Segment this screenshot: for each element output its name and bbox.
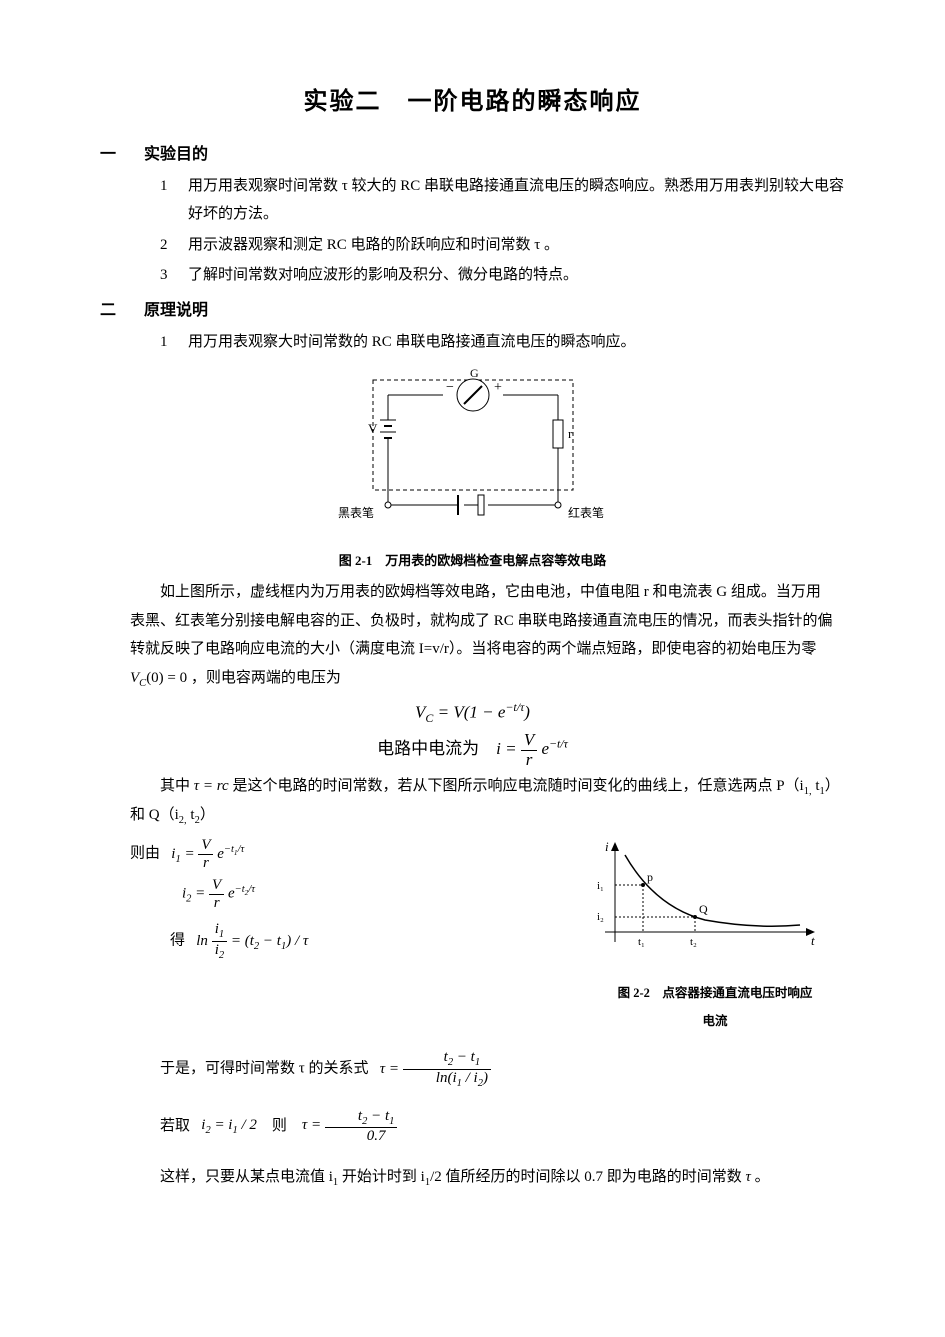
section-1-list: 1 用万用表观察时间常数 τ 较大的 RC 串联电路接通直流电压的瞬态响应。熟悉…	[100, 172, 845, 290]
figure-2-1: G − + V r 黑表笔 红表笔 图 2-1 万用表的欧姆档检查电解点容等效电…	[100, 365, 845, 574]
paragraph: 这样，只要从某点电流值 i1 开始计时到 i1/2 值所经历的时间除以 0.7 …	[100, 1163, 845, 1193]
eq-i-label: 电路中电流为	[377, 739, 479, 758]
black-probe-label: 黑表笔	[338, 505, 374, 520]
two-col-region: 则由 i1 = Vr e−t1/τ i2 = Vr e−t2/τ 得 ln i1…	[100, 837, 845, 1033]
equations-column: 则由 i1 = Vr e−t1/τ i2 = Vr e−t2/τ 得 ln i1…	[100, 837, 565, 1033]
section-2-num: 二	[100, 296, 140, 326]
item-text: 用万用表观察大时间常数的 RC 串联电路接通直流电压的瞬态响应。	[188, 328, 845, 357]
red-probe-label: 红表笔	[568, 505, 604, 520]
axis-i-label: i	[605, 839, 609, 854]
equation-i1: 则由 i1 = Vr e−t1/τ	[130, 837, 565, 871]
point-p-label: p	[647, 870, 653, 884]
minus-label: −	[446, 380, 454, 395]
section-1-heading: 一 实验目的	[100, 140, 845, 170]
i2-label: i₂	[597, 911, 604, 923]
paragraph: 如上图所示，虚线框内为万用表的欧姆档等效电路，它由电池，中值电阻 r 和电流表 …	[100, 578, 845, 693]
doc-title: 实验二 一阶电路的瞬态响应	[100, 80, 845, 126]
item-num: 3	[160, 261, 188, 290]
item-num: 2	[160, 231, 188, 260]
para3-lead: 于是，可得时间常数 τ 的关系式	[160, 1061, 369, 1077]
para4-lead: 若取	[160, 1117, 190, 1133]
eq-lead: 则由	[130, 846, 160, 862]
item-text: 用示波器观察和测定 RC 电路的阶跃响应和时间常数 τ 。	[188, 231, 845, 260]
list-item: 1 用万用表观察大时间常数的 RC 串联电路接通直流电压的瞬态响应。	[160, 328, 845, 357]
item-text: 了解时间常数对响应波形的影响及积分、微分电路的特点。	[188, 261, 845, 290]
equation-ln: 得 ln i1i2 = (t2 − t1) / τ	[170, 921, 565, 961]
figure-2-2-caption-2: 电流	[585, 1010, 845, 1034]
item-num: 1	[160, 172, 188, 229]
para4-mid: 则	[272, 1117, 287, 1133]
section-1-num: 一	[100, 140, 140, 170]
equation-vc: VC = V(1 − e−t/τ)	[100, 696, 845, 730]
figure-2-2: i t p Q i₁ i₂ t₁ t₂ 图 2-2 点容器接通直流电压时响应 电…	[585, 837, 845, 1033]
decay-curve-icon: i t p Q i₁ i₂ t₁ t₂	[585, 837, 825, 967]
equation-tau-half: 若取 i2 = i1 / 2 则 τ = t2 − t10.7	[100, 1108, 845, 1145]
section-1-label: 实验目的	[144, 146, 208, 163]
axis-t-label: t	[811, 933, 815, 948]
circuit-diagram-icon: G − + V r 黑表笔 红表笔	[318, 365, 628, 535]
paragraph: 其中 τ = rc 是这个电路的时间常数，若从下图所示响应电流随时间变化的曲线上…	[100, 772, 845, 832]
item-num: 1	[160, 328, 188, 357]
list-item: 1 用万用表观察时间常数 τ 较大的 RC 串联电路接通直流电压的瞬态响应。熟悉…	[160, 172, 845, 229]
list-item: 2 用示波器观察和测定 RC 电路的阶跃响应和时间常数 τ 。	[160, 231, 845, 260]
i1-label: i₁	[597, 880, 604, 892]
point-q-label: Q	[699, 902, 708, 916]
section-2-list: 1 用万用表观察大时间常数的 RC 串联电路接通直流电压的瞬态响应。	[100, 328, 845, 357]
section-2-label: 原理说明	[144, 302, 208, 319]
v-label: V	[368, 421, 378, 436]
section-2-heading: 二 原理说明	[100, 296, 845, 326]
equation-tau-relation: 于是，可得时间常数 τ 的关系式 τ = t2 − t1ln(i1 / i2)	[100, 1049, 845, 1089]
figure-2-1-caption: 图 2-1 万用表的欧姆档检查电解点容等效电路	[100, 549, 845, 574]
eq-mid: 得	[170, 933, 185, 949]
figure-2-2-caption-1: 图 2-2 点容器接通直流电压时响应	[585, 982, 845, 1006]
equation-i: 电路中电流为 i = Vr e−t/τ	[100, 731, 845, 769]
t1-label: t₁	[638, 936, 645, 948]
t2-label: t₂	[690, 936, 697, 948]
list-item: 3 了解时间常数对响应波形的影响及积分、微分电路的特点。	[160, 261, 845, 290]
g-label: G	[470, 366, 479, 380]
item-text: 用万用表观察时间常数 τ 较大的 RC 串联电路接通直流电压的瞬态响应。熟悉用万…	[188, 172, 845, 229]
r-label: r	[568, 426, 573, 441]
equation-i2: i2 = Vr e−t2/τ	[182, 877, 565, 911]
plus-label: +	[494, 380, 502, 395]
